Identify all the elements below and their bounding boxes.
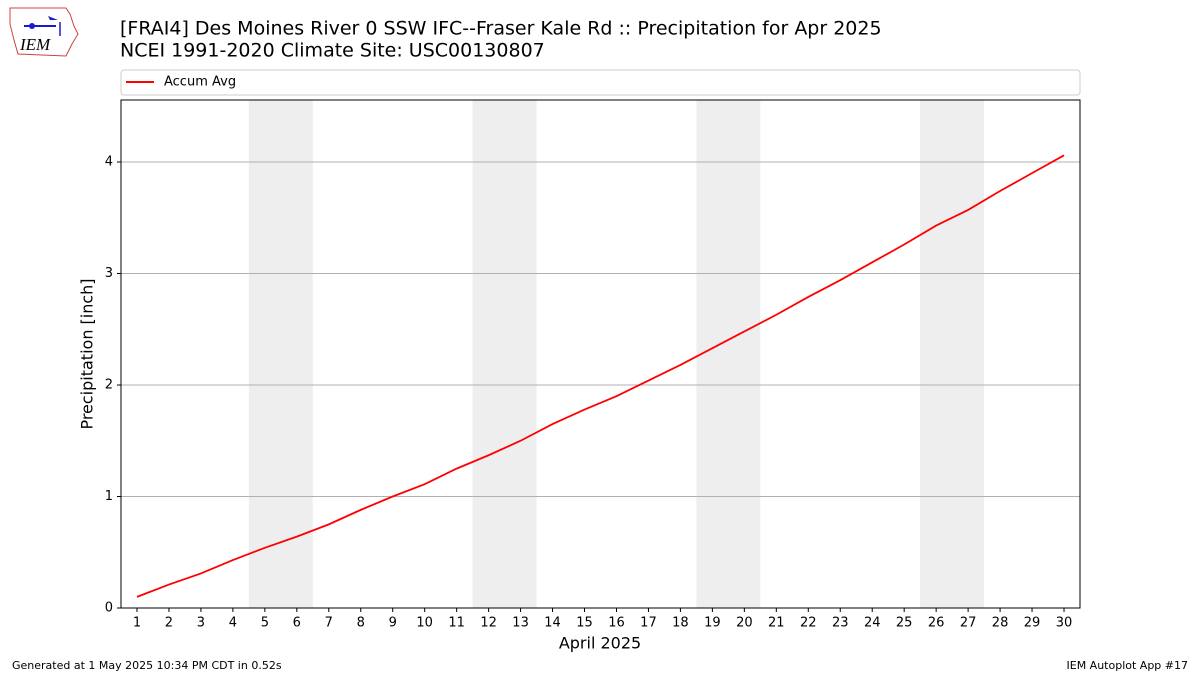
x-tick-label: 16 [608,616,625,631]
x-tick-label: 22 [800,616,817,631]
weekend-shade [920,100,985,608]
x-tick-label: 13 [512,616,529,631]
x-tick-label: 9 [389,616,397,631]
footer-right: IEM Autoplot App #17 [1067,659,1189,672]
y-axis-label: Precipitation [inch] [78,278,97,429]
weekend-shade [472,100,537,608]
chart-subtitle: NCEI 1991-2020 Climate Site: USC00130807 [120,40,545,62]
y-tick-label: 1 [105,489,113,504]
x-tick-label: 15 [576,616,593,631]
x-axis-label: April 2025 [559,634,641,653]
legend-label: Accum Avg [164,75,236,90]
x-tick-label: 17 [640,616,657,631]
x-tick-label: 6 [293,616,301,631]
x-tick-label: 26 [928,616,945,631]
legend-box [120,69,1081,96]
y-tick-label: 3 [105,266,113,281]
weekend-shade [248,100,313,608]
x-tick-label: 12 [480,616,497,631]
weekend-shade [696,100,761,608]
x-tick-label: 27 [960,616,977,631]
footer-left: Generated at 1 May 2025 10:34 PM CDT in … [12,659,282,672]
x-tick-label: 14 [544,616,561,631]
x-tick-label: 5 [261,616,269,631]
x-tick-label: 8 [357,616,365,631]
x-tick-label: 4 [229,616,237,631]
x-tick-label: 24 [864,616,881,631]
y-tick-label: 4 [105,154,113,169]
x-tick-label: 3 [197,616,205,631]
x-tick-label: 18 [672,616,689,631]
x-tick-label: 2 [165,616,173,631]
x-tick-label: 20 [736,616,753,631]
chart-title: [FRAI4] Des Moines River 0 SSW IFC--Fras… [120,18,882,40]
x-tick-label: 1 [133,616,141,631]
x-tick-label: 23 [832,616,849,631]
y-tick-label: 0 [105,601,113,616]
logo-text: IEM [19,35,51,54]
line-series [136,154,1065,598]
x-tick-label: 10 [416,616,433,631]
x-tick-label: 29 [1024,616,1041,631]
x-tick-label: 28 [992,616,1009,631]
x-tick-label: 19 [704,616,721,631]
x-tick-label: 7 [325,616,333,631]
x-tick-label: 21 [768,616,785,631]
plot-frame [120,99,1081,609]
x-tick-label: 11 [448,616,465,631]
y-tick-label: 2 [105,377,113,392]
logo: IEM [9,7,79,57]
x-tick-label: 25 [896,616,913,631]
x-tick-label: 30 [1056,616,1073,631]
